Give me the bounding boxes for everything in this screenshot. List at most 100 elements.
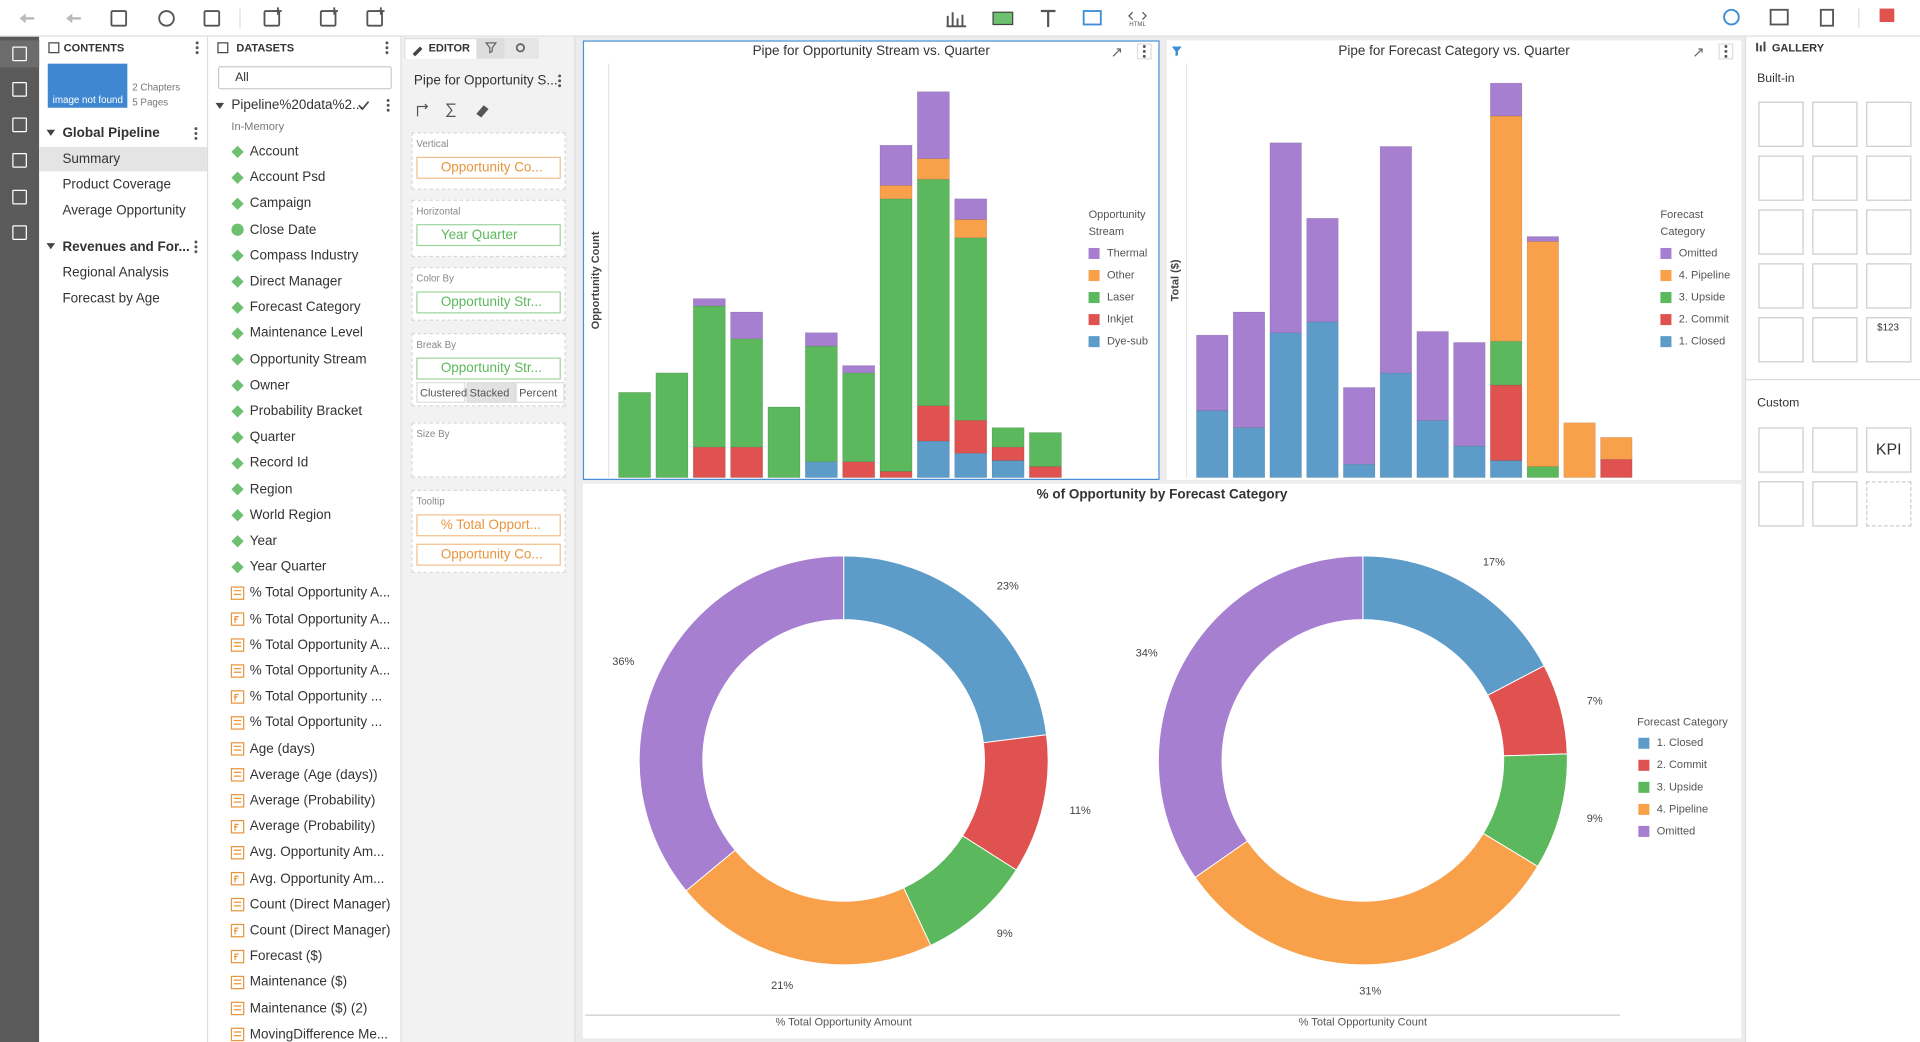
format-tab[interactable] (504, 37, 539, 59)
field-name[interactable]: Quarter (249, 430, 296, 445)
explore-icon[interactable] (1723, 8, 1740, 26)
field-name[interactable]: Count (Direct Manager) (249, 897, 391, 912)
gallery-tile[interactable] (1758, 209, 1804, 255)
break-mode[interactable] (416, 382, 466, 403)
field-name[interactable]: Campaign (249, 196, 312, 212)
menu-dot[interactable] (1142, 54, 1146, 58)
menu-dot[interactable] (194, 245, 198, 249)
swap-axes-icon[interactable] (416, 103, 429, 117)
field-name[interactable]: Record Id (249, 455, 309, 471)
menu-dot[interactable] (385, 41, 389, 45)
field-name[interactable]: % Total Opportunity A... (249, 663, 391, 679)
menu-dot[interactable] (386, 103, 390, 107)
menu-dot[interactable] (194, 127, 198, 131)
gallery-tile[interactable] (1812, 481, 1858, 527)
menu-dot[interactable] (1142, 45, 1146, 49)
field-name[interactable]: Maintenance Level (249, 326, 363, 341)
gallery-tile[interactable] (1758, 101, 1804, 147)
field-name[interactable]: Maintenance ($) (2) (249, 1001, 368, 1016)
break-mode[interactable] (465, 382, 515, 403)
field-name[interactable]: % Total Opportunity A... (249, 637, 391, 653)
page-name[interactable]: Forecast by Age (62, 291, 160, 306)
field-name[interactable]: Region (249, 481, 293, 497)
gallery-tile[interactable] (1812, 209, 1858, 255)
menu-dot[interactable] (558, 74, 562, 78)
gallery-tile[interactable] (1866, 101, 1912, 147)
menu-dot[interactable] (386, 108, 390, 112)
menu-dot[interactable] (194, 136, 198, 140)
field-name[interactable]: Maintenance ($) (249, 975, 348, 990)
field-name[interactable]: Owner (249, 378, 290, 393)
menu-dot[interactable] (558, 79, 562, 83)
field-name[interactable]: Direct Manager (249, 274, 342, 289)
page-name[interactable]: Average Opportunity (62, 203, 186, 219)
chapter-toggle[interactable] (46, 129, 56, 136)
toolbar-button[interactable] (263, 10, 281, 27)
eraser-icon[interactable] (476, 105, 489, 118)
layout-icon[interactable] (1819, 8, 1834, 27)
html-icon[interactable] (1128, 11, 1147, 21)
field-name[interactable]: Account Psd (249, 170, 326, 186)
field-name[interactable]: Forecast Category (249, 300, 361, 315)
break-mode[interactable] (515, 382, 565, 403)
field-name[interactable]: Opportunity Stream (249, 352, 367, 367)
present-icon[interactable] (1879, 8, 1895, 23)
page-name[interactable]: Summary (62, 151, 121, 167)
gallery-tile[interactable] (1866, 317, 1912, 363)
nav-icon[interactable] (12, 117, 27, 133)
toolbar-button[interactable] (319, 10, 337, 27)
filter-tab[interactable] (477, 37, 505, 59)
undo-icon[interactable] (19, 13, 35, 24)
field-name[interactable]: % Total Opportunity ... (249, 689, 383, 705)
field-pill[interactable] (416, 156, 561, 179)
menu-dot[interactable] (558, 84, 562, 88)
dataset-toggle[interactable] (215, 102, 225, 109)
field-name[interactable]: Account (249, 144, 299, 160)
gallery-tile[interactable] (1758, 427, 1804, 473)
add-text-icon[interactable] (1040, 9, 1056, 27)
field-name[interactable]: Close Date (249, 222, 317, 238)
nav-icon[interactable] (12, 225, 27, 241)
nav-icon[interactable] (12, 46, 27, 62)
chapter-name[interactable]: Revenues and For... (62, 239, 190, 255)
field-name[interactable]: Compass Industry (249, 248, 359, 264)
chapter-toggle[interactable] (46, 243, 56, 250)
menu-dot[interactable] (385, 46, 389, 50)
field-name[interactable]: Average (Probability) (249, 793, 376, 809)
field-name[interactable]: Age (days) (249, 741, 315, 757)
field-name[interactable]: Average (Age (days)) (249, 767, 378, 783)
field-name[interactable]: Probability Bracket (249, 404, 363, 419)
field-name[interactable]: Year Quarter (249, 559, 327, 575)
nav-icon[interactable] (12, 189, 27, 205)
toolbar-button[interactable] (366, 10, 383, 27)
dataset-filter[interactable] (217, 66, 392, 90)
add-image-icon[interactable] (1082, 10, 1102, 26)
field-pill[interactable] (416, 514, 561, 537)
menu-dot[interactable] (195, 41, 199, 45)
field-name[interactable]: Count (Direct Manager) (249, 923, 391, 938)
page-name[interactable]: Regional Analysis (62, 265, 169, 280)
gallery-tile[interactable] (1758, 317, 1804, 363)
toolbar-button[interactable] (158, 10, 175, 27)
menu-dot[interactable] (385, 51, 389, 55)
field-name[interactable]: Avg. Opportunity Am... (249, 845, 385, 861)
add-kpi-icon[interactable] (992, 11, 1014, 26)
gallery-tile[interactable] (1812, 101, 1858, 147)
gallery-tile[interactable] (1866, 263, 1912, 309)
menu-dot[interactable] (1724, 45, 1728, 49)
gallery-tile[interactable] (1866, 209, 1912, 255)
page-name[interactable]: Product Coverage (62, 177, 172, 193)
add-chart-icon[interactable] (946, 12, 967, 28)
field-pill[interactable] (416, 224, 561, 247)
sum-icon[interactable] (445, 103, 456, 117)
menu-dot[interactable] (1142, 49, 1146, 53)
field-pill[interactable] (416, 357, 561, 380)
toolbar-button[interactable] (110, 10, 128, 27)
chapter-name[interactable]: Global Pipeline (62, 126, 160, 141)
gallery-tile[interactable] (1812, 317, 1858, 363)
menu-dot[interactable] (194, 132, 198, 135)
gallery-tile[interactable] (1812, 427, 1858, 473)
field-name[interactable]: Avg. Opportunity Am... (249, 871, 385, 887)
gallery-tile[interactable] (1812, 263, 1858, 309)
expand-icon[interactable] (1694, 48, 1703, 57)
